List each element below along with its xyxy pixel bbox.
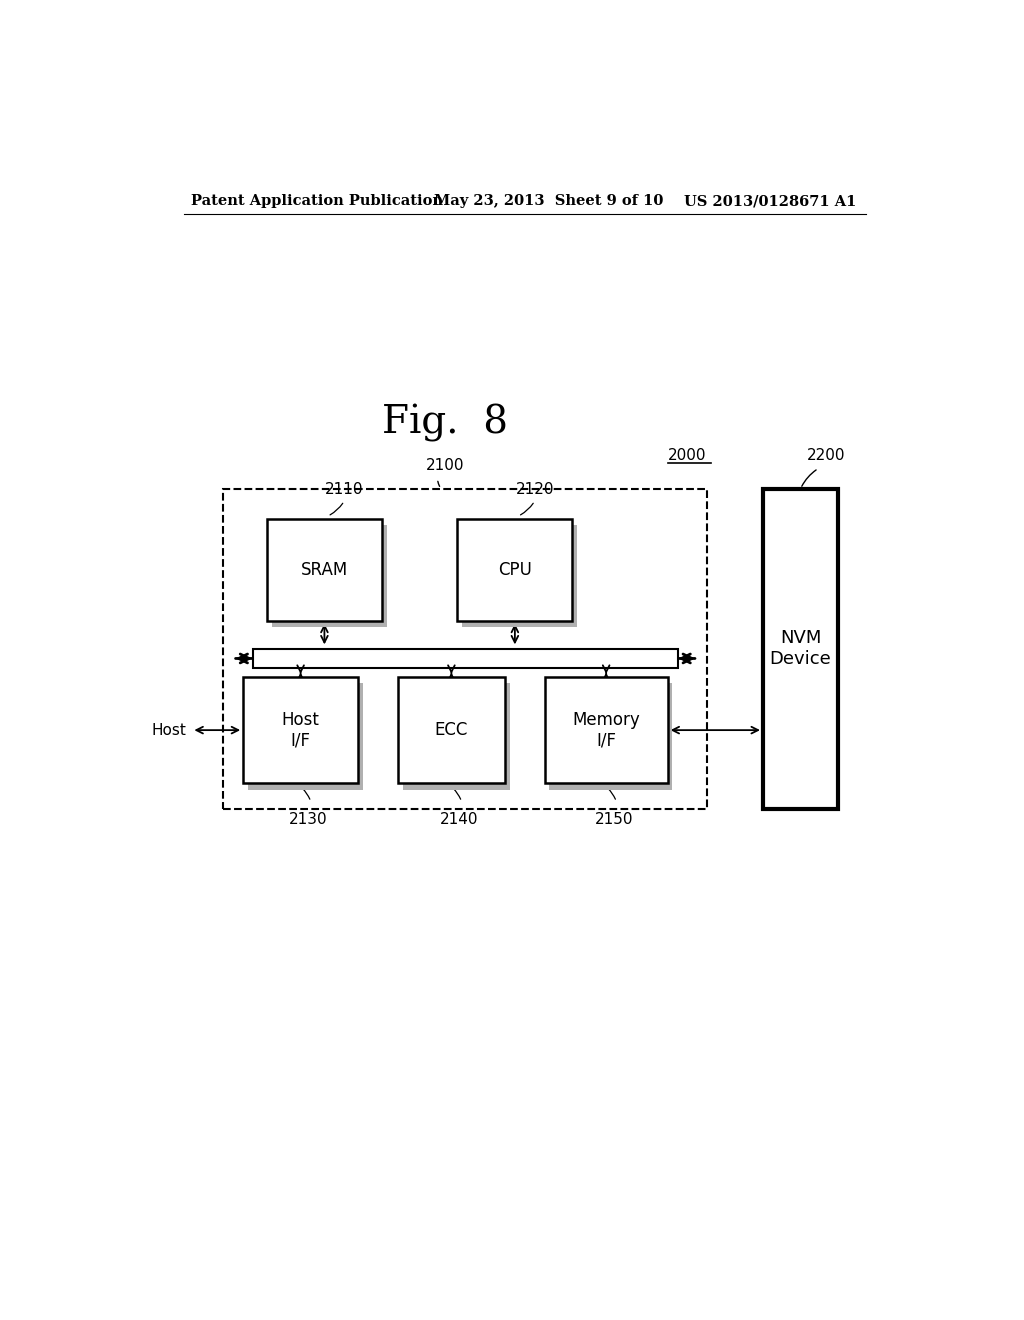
FancyBboxPatch shape [223, 488, 708, 809]
FancyBboxPatch shape [763, 488, 839, 809]
Text: 2140: 2140 [440, 812, 478, 826]
Text: 2130: 2130 [289, 812, 328, 826]
Text: Host
I/F: Host I/F [282, 710, 319, 750]
Text: Patent Application Publication: Patent Application Publication [191, 194, 443, 209]
Text: NVM
Device: NVM Device [770, 630, 831, 668]
Bar [402, 682, 510, 789]
Bar [253, 649, 678, 668]
Bar [397, 677, 505, 784]
Bar [243, 677, 358, 784]
Bar [248, 682, 362, 789]
Text: US 2013/0128671 A1: US 2013/0128671 A1 [684, 194, 856, 209]
Text: Memory
I/F: Memory I/F [572, 710, 640, 750]
Text: May 23, 2013  Sheet 9 of 10: May 23, 2013 Sheet 9 of 10 [433, 194, 663, 209]
Text: 2150: 2150 [595, 812, 633, 826]
Text: CPU: CPU [498, 561, 531, 579]
Text: SRAM: SRAM [301, 561, 348, 579]
Bar [550, 682, 673, 789]
Text: 2200: 2200 [807, 449, 846, 463]
Text: 2120: 2120 [515, 482, 554, 496]
Text: Host: Host [152, 722, 186, 738]
Bar [545, 677, 668, 784]
Text: 2000: 2000 [668, 449, 707, 463]
Bar [271, 525, 387, 627]
Bar [267, 519, 382, 620]
Bar [462, 525, 578, 627]
Text: 2110: 2110 [325, 482, 364, 496]
Text: ECC: ECC [435, 721, 468, 739]
Bar [458, 519, 572, 620]
Text: Fig.  8: Fig. 8 [382, 404, 509, 442]
Text: 2100: 2100 [426, 458, 465, 474]
